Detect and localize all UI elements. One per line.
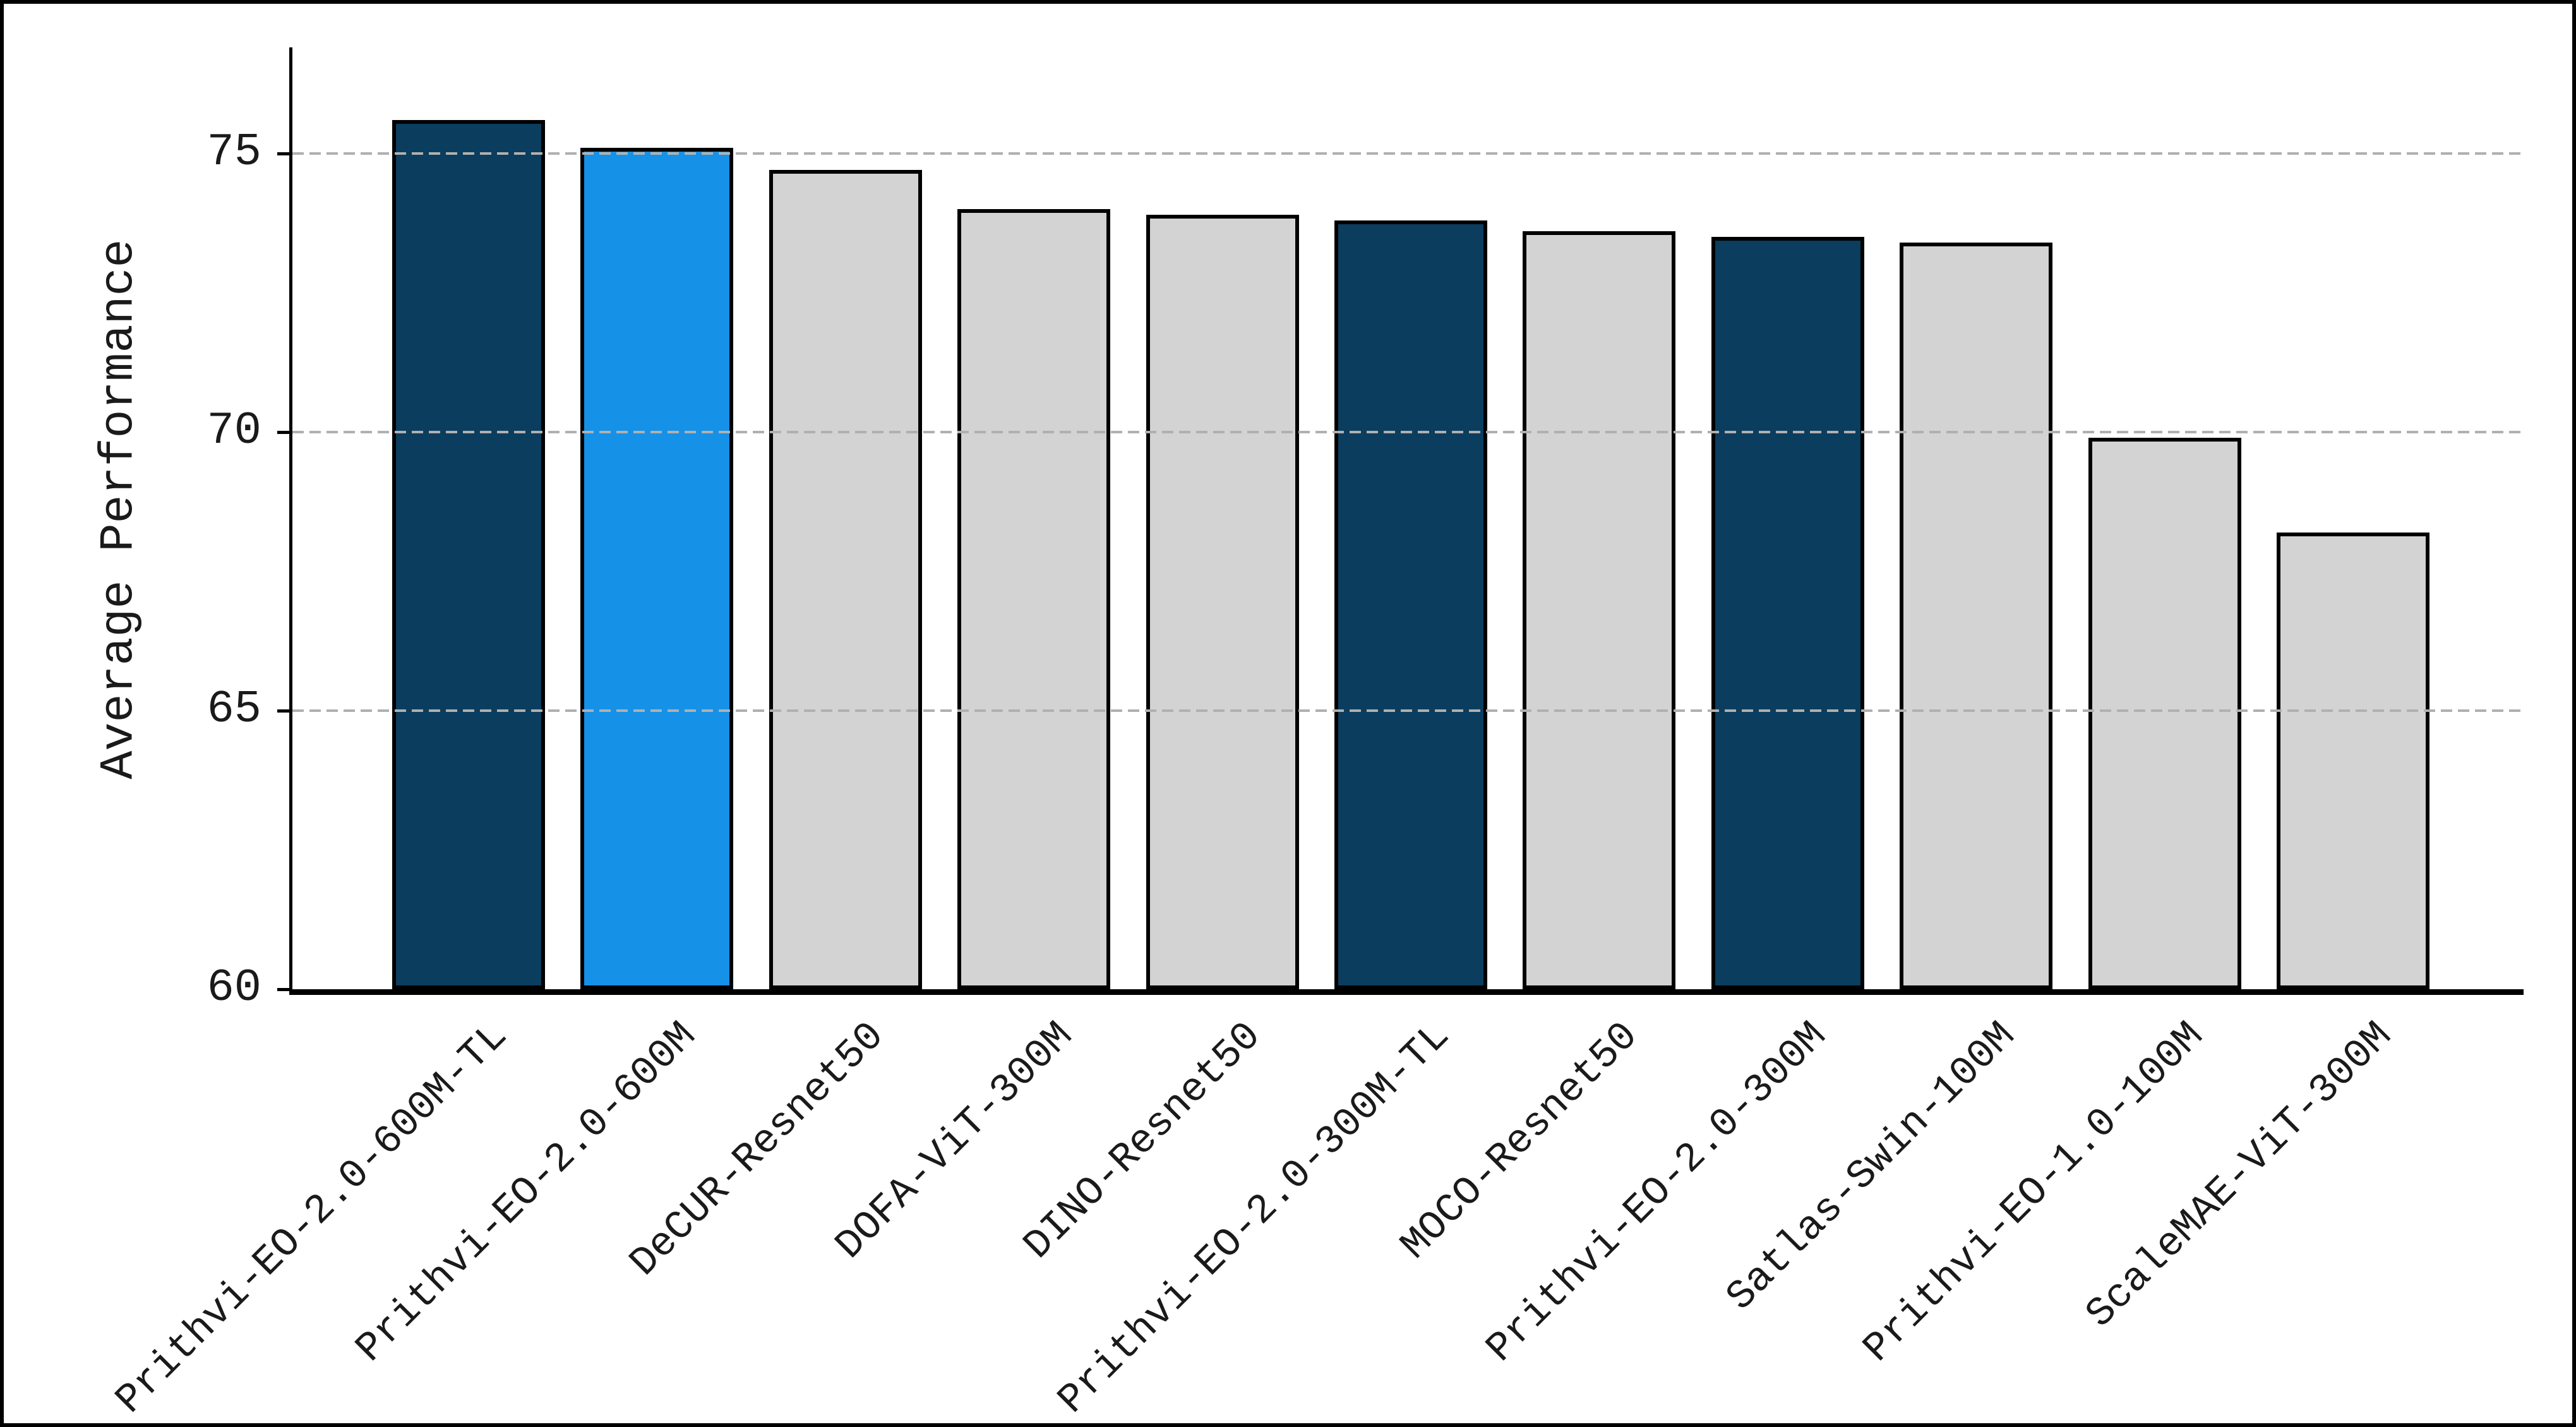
plot-area: [292, 47, 2524, 989]
x-category-label: Prithvi-EO-2.0-600M-TL: [107, 1013, 517, 1424]
x-category-label: Prithvi-EO-2.0-300M-TL: [1050, 1013, 1459, 1424]
y-tick: [277, 152, 291, 155]
y-tick-label: 65: [207, 683, 261, 735]
y-axis-spine: [289, 47, 292, 992]
bar: [1711, 237, 1864, 989]
y-tick-label: 60: [207, 962, 261, 1014]
y-tick: [277, 431, 291, 434]
bar: [1146, 215, 1299, 989]
gridline: [292, 709, 2524, 712]
gridline: [292, 152, 2524, 155]
bar: [2088, 438, 2241, 989]
gridline: [292, 431, 2524, 433]
bar: [1900, 243, 2053, 989]
x-category-label: Prithvi-EO-1.0-100M: [1855, 1013, 2214, 1372]
y-tick: [277, 709, 291, 713]
bar: [392, 120, 545, 989]
bar: [769, 170, 922, 989]
bar: [957, 209, 1111, 989]
x-category-label: ScaleMAE-ViT-300M: [2078, 1013, 2402, 1338]
y-tick-label: 75: [207, 126, 261, 178]
bar: [1334, 220, 1487, 989]
y-tick-label: 70: [207, 405, 261, 457]
bar: [1523, 231, 1676, 989]
bar: [580, 148, 734, 989]
y-tick: [277, 988, 291, 991]
x-axis-spine: [289, 989, 2524, 995]
bar: [2277, 533, 2429, 989]
x-category-label: Prithvi-EO-2.0-600M: [347, 1013, 706, 1372]
x-category-label: Prithvi-EO-2.0-300M: [1478, 1013, 1836, 1372]
